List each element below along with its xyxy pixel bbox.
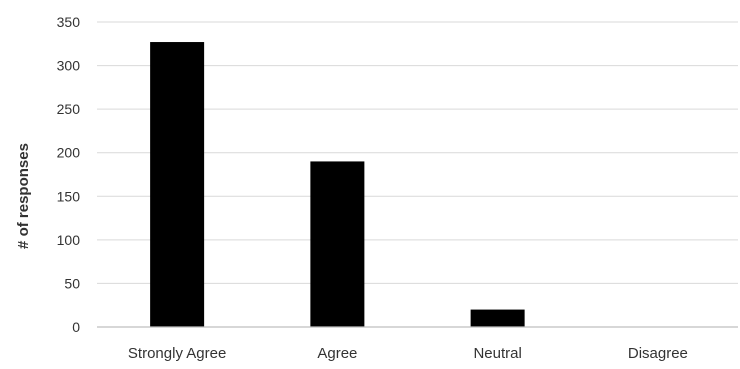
y-tick-label: 0 bbox=[72, 319, 80, 335]
x-tick-label: Neutral bbox=[473, 345, 521, 362]
x-tick-label: Disagree bbox=[628, 345, 688, 362]
y-tick-label: 350 bbox=[57, 14, 81, 30]
bar-agree bbox=[310, 161, 365, 327]
y-tick-label: 150 bbox=[57, 188, 81, 204]
bar-strongly-agree bbox=[150, 42, 205, 328]
y-tick-label: 300 bbox=[57, 58, 81, 74]
y-tick-labels: 0 50 100 150 200 250 300 350 bbox=[57, 14, 81, 335]
y-axis-title: # of responses bbox=[15, 143, 32, 249]
y-tick-label: 50 bbox=[64, 275, 80, 291]
x-tick-label: Agree bbox=[317, 345, 357, 362]
y-tick-label: 250 bbox=[57, 101, 81, 117]
x-tick-labels: Strongly Agree Agree Neutral Disagree bbox=[128, 345, 688, 362]
y-tick-label: 200 bbox=[57, 145, 81, 161]
bar-neutral bbox=[470, 309, 525, 327]
bars bbox=[150, 42, 525, 328]
x-tick-label: Strongly Agree bbox=[128, 345, 226, 362]
y-tick-label: 100 bbox=[57, 232, 81, 248]
